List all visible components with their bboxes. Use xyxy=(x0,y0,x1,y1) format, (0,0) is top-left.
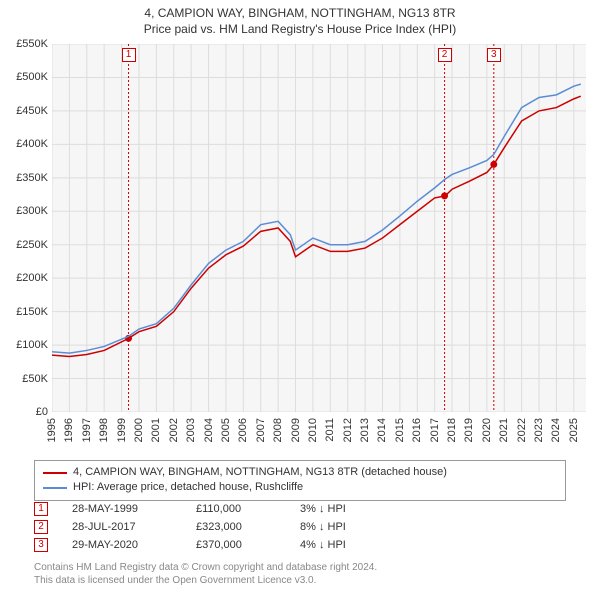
y-tick-label: £50K xyxy=(0,373,48,385)
x-tick-label: 2008 xyxy=(272,418,284,442)
y-tick-label: £100K xyxy=(0,339,48,351)
x-tick-label: 2022 xyxy=(516,418,528,442)
annotation-pct: 3% ↓ HPI xyxy=(300,503,346,515)
event-marker-badge: 2 xyxy=(438,48,452,62)
x-tick-label: 2014 xyxy=(376,418,388,442)
y-tick-label: £0 xyxy=(0,406,48,418)
x-tick-label: 2016 xyxy=(411,418,423,442)
annotation-date: 28-JUL-2017 xyxy=(72,521,172,533)
y-tick-label: £500K xyxy=(0,71,48,83)
x-tick-label: 2004 xyxy=(203,418,215,442)
x-tick-label: 2021 xyxy=(498,418,510,442)
x-tick-label: 2011 xyxy=(324,418,336,442)
x-tick-label: 1995 xyxy=(46,418,58,442)
x-tick-label: 2018 xyxy=(446,418,458,442)
annotation-row: 2 28-JUL-2017 £323,000 8% ↓ HPI xyxy=(34,520,346,534)
footer-line-1: Contains HM Land Registry data © Crown c… xyxy=(34,562,377,575)
y-tick-label: £350K xyxy=(0,172,48,184)
legend-item: 4, CAMPION WAY, BINGHAM, NOTTINGHAM, NG1… xyxy=(43,465,557,480)
footer-line-2: This data is licensed under the Open Gov… xyxy=(34,575,377,588)
annotation-row: 1 28-MAY-1999 £110,000 3% ↓ HPI xyxy=(34,502,346,516)
y-tick-label: £550K xyxy=(0,38,48,50)
annotation-price: £370,000 xyxy=(196,539,276,551)
y-tick-label: £150K xyxy=(0,306,48,318)
annotation-badge: 1 xyxy=(34,502,48,516)
legend-item: HPI: Average price, detached house, Rush… xyxy=(43,480,557,495)
legend-swatch xyxy=(43,472,67,474)
x-tick-label: 1998 xyxy=(98,418,110,442)
x-tick-label: 2019 xyxy=(463,418,475,442)
annotation-badge: 3 xyxy=(34,538,48,552)
x-tick-label: 2012 xyxy=(342,418,354,442)
x-tick-label: 2002 xyxy=(168,418,180,442)
annotation-date: 28-MAY-1999 xyxy=(72,503,172,515)
x-tick-label: 2020 xyxy=(481,418,493,442)
title-line-2: Price paid vs. HM Land Registry's House … xyxy=(0,22,600,38)
annotation-price: £110,000 xyxy=(196,503,276,515)
chart-title: 4, CAMPION WAY, BINGHAM, NOTTINGHAM, NG1… xyxy=(0,0,600,37)
chart-svg xyxy=(52,44,586,412)
x-tick-label: 1996 xyxy=(63,418,75,442)
y-tick-label: £450K xyxy=(0,105,48,117)
x-tick-label: 2010 xyxy=(307,418,319,442)
x-tick-label: 2007 xyxy=(255,418,267,442)
x-tick-label: 2003 xyxy=(185,418,197,442)
annotation-date: 29-MAY-2020 xyxy=(72,539,172,551)
x-tick-label: 2024 xyxy=(550,418,562,442)
event-marker-badge: 3 xyxy=(487,48,501,62)
event-marker-badge: 1 xyxy=(122,48,136,62)
sale-annotations: 1 28-MAY-1999 £110,000 3% ↓ HPI 2 28-JUL… xyxy=(34,502,346,556)
x-tick-label: 2006 xyxy=(237,418,249,442)
annotation-badge: 2 xyxy=(34,520,48,534)
x-tick-label: 2025 xyxy=(568,418,580,442)
x-tick-label: 2017 xyxy=(429,418,441,442)
plot-area xyxy=(52,44,586,412)
x-tick-label: 2001 xyxy=(150,418,162,442)
x-tick-label: 1999 xyxy=(116,418,128,442)
x-tick-label: 2023 xyxy=(533,418,545,442)
x-tick-label: 2013 xyxy=(359,418,371,442)
legend: 4, CAMPION WAY, BINGHAM, NOTTINGHAM, NG1… xyxy=(34,460,566,501)
annotation-price: £323,000 xyxy=(196,521,276,533)
legend-label: 4, CAMPION WAY, BINGHAM, NOTTINGHAM, NG1… xyxy=(73,465,447,480)
footer-note: Contains HM Land Registry data © Crown c… xyxy=(34,562,377,587)
annotation-pct: 8% ↓ HPI xyxy=(300,521,346,533)
y-tick-label: £200K xyxy=(0,272,48,284)
annotation-row: 3 29-MAY-2020 £370,000 4% ↓ HPI xyxy=(34,538,346,552)
x-tick-label: 2015 xyxy=(394,418,406,442)
y-tick-label: £300K xyxy=(0,205,48,217)
x-tick-label: 2000 xyxy=(133,418,145,442)
annotation-pct: 4% ↓ HPI xyxy=(300,539,346,551)
x-tick-label: 2009 xyxy=(290,418,302,442)
legend-swatch xyxy=(43,487,67,489)
title-line-1: 4, CAMPION WAY, BINGHAM, NOTTINGHAM, NG1… xyxy=(0,6,600,22)
y-tick-label: £250K xyxy=(0,239,48,251)
x-tick-label: 2005 xyxy=(220,418,232,442)
chart-container: 4, CAMPION WAY, BINGHAM, NOTTINGHAM, NG1… xyxy=(0,0,600,590)
x-tick-label: 1997 xyxy=(81,418,93,442)
y-tick-label: £400K xyxy=(0,138,48,150)
legend-label: HPI: Average price, detached house, Rush… xyxy=(73,480,303,495)
